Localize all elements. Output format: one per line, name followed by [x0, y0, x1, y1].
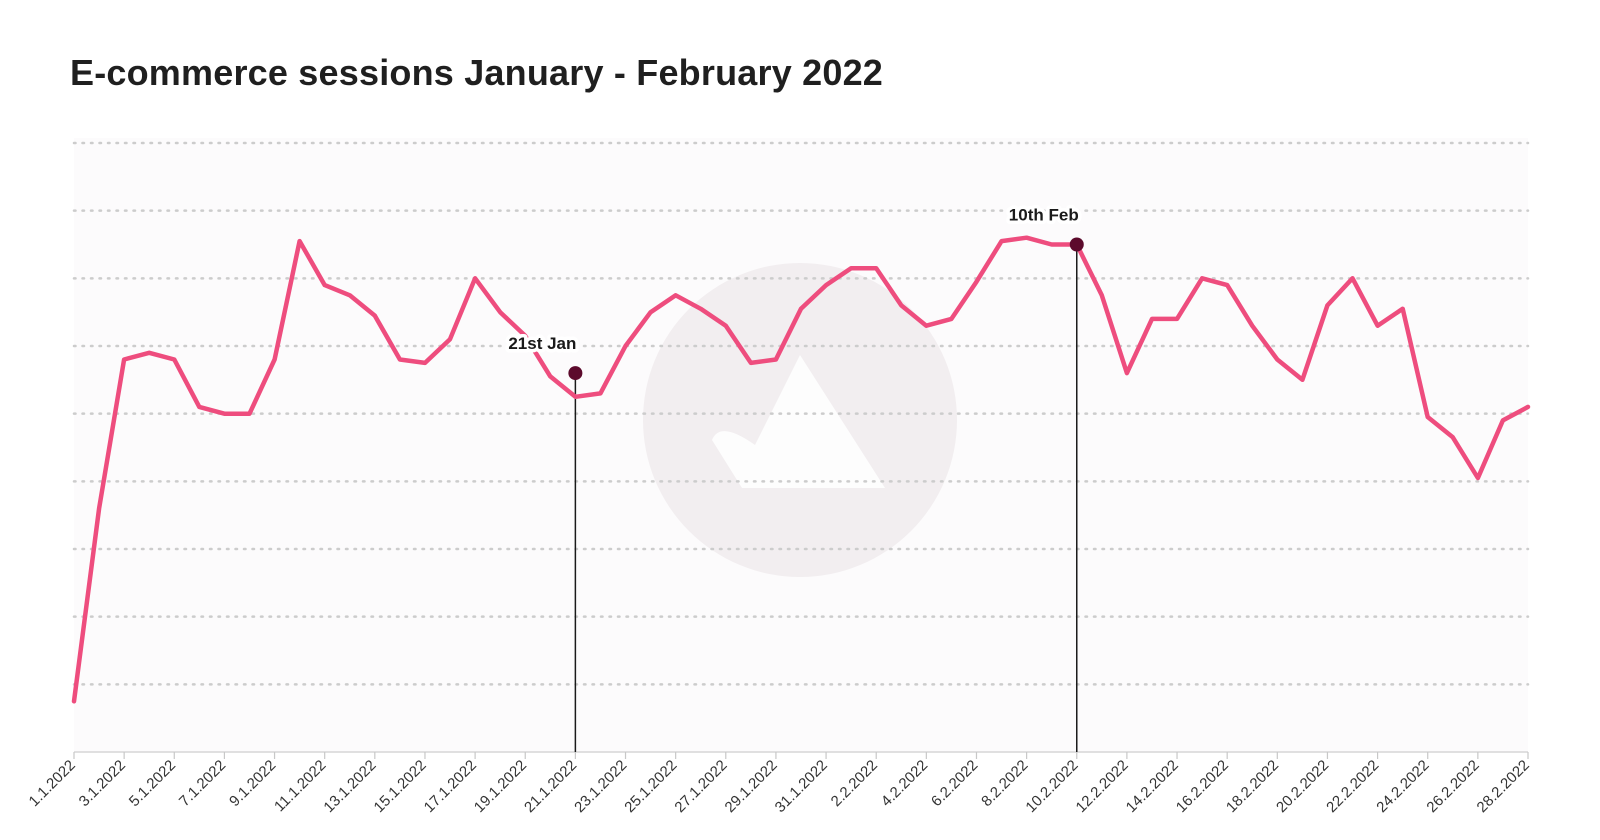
data-point [1149, 316, 1155, 322]
data-point [973, 279, 979, 285]
x-tick-label: 27.1.2022 [671, 757, 730, 816]
data-point [96, 505, 102, 511]
x-tick-label: 26.2.2022 [1423, 757, 1482, 816]
data-point [221, 411, 227, 417]
data-point [1375, 323, 1381, 329]
x-tick-label: 20.2.2022 [1273, 757, 1332, 816]
x-tick-label: 28.2.2022 [1474, 757, 1533, 816]
data-point [472, 275, 478, 281]
x-tick-label: 7.1.2022 [176, 757, 229, 810]
data-point [1475, 475, 1481, 481]
data-point [723, 323, 729, 329]
data-point [1024, 235, 1030, 241]
watermark-glyph [712, 355, 885, 488]
x-tick-label: 24.2.2022 [1373, 757, 1432, 816]
annotations [574, 244, 1078, 752]
watermark-logo-icon [643, 263, 957, 577]
x-tick-label: 6.2.2022 [928, 757, 981, 810]
data-point [146, 350, 152, 356]
annotation-label: 21st Jan [508, 334, 576, 353]
data-point [71, 698, 77, 704]
data-point [297, 238, 303, 244]
data-point [397, 357, 403, 363]
data-point [246, 411, 252, 417]
data-point [999, 238, 1005, 244]
data-point [1299, 377, 1305, 383]
data-point [1249, 323, 1255, 329]
x-tick-label: 10.2.2022 [1022, 757, 1081, 816]
data-point [773, 357, 779, 363]
annotation-label-halo: 21st Jan [508, 334, 576, 353]
data-point [673, 292, 679, 298]
data-point [347, 292, 353, 298]
data-point [1174, 316, 1180, 322]
data-point [422, 360, 428, 366]
annotation-marker [1069, 237, 1084, 252]
data-point [1124, 370, 1130, 376]
data-point [1224, 282, 1230, 288]
data-point [948, 316, 954, 322]
data-point [196, 404, 202, 410]
x-tick-label: 12.2.2022 [1073, 757, 1132, 816]
data-point [823, 282, 829, 288]
data-point [1274, 357, 1280, 363]
data-point [873, 265, 879, 271]
data-point [1500, 417, 1506, 423]
data-point [1450, 434, 1456, 440]
data-point [1425, 414, 1431, 420]
data-point [572, 394, 578, 400]
data-point [447, 336, 453, 342]
data-point [623, 343, 629, 349]
x-tick-label: 17.1.2022 [421, 757, 480, 816]
x-tick-label: 1.1.2022 [26, 757, 79, 810]
data-point [1400, 306, 1406, 312]
data-point [597, 390, 603, 396]
annotation-label: 10th Feb [1009, 206, 1079, 225]
data-point [898, 302, 904, 308]
data-point [1324, 302, 1330, 308]
x-tick-label: 15.1.2022 [371, 757, 430, 816]
data-point [497, 309, 503, 315]
data-point [748, 360, 754, 366]
x-tick-label: 3.1.2022 [76, 757, 129, 810]
x-tick-label: 21.1.2022 [521, 757, 580, 816]
sessions-line [71, 235, 1531, 704]
x-tick-label: 29.1.2022 [722, 757, 781, 816]
x-tick-label: 13.1.2022 [320, 757, 379, 816]
x-tick-label: 19.1.2022 [471, 757, 530, 816]
data-point [322, 282, 328, 288]
data-point [1099, 292, 1105, 298]
data-point [923, 323, 929, 329]
data-point [547, 373, 553, 379]
data-point [1350, 275, 1356, 281]
data-point [798, 306, 804, 312]
x-tick-label: 11.1.2022 [271, 757, 329, 815]
x-tick-label: 5.1.2022 [126, 757, 179, 810]
data-point [648, 309, 654, 315]
data-point [121, 357, 127, 363]
x-axis-ticks: 1.1.20223.1.20225.1.20227.1.20229.1.2022… [26, 752, 1533, 816]
x-tick-label: 4.2.2022 [878, 757, 931, 810]
x-tick-label: 18.2.2022 [1223, 757, 1282, 816]
x-tick-label: 31.1.2022 [772, 757, 831, 816]
data-point [848, 265, 854, 271]
x-tick-label: 25.1.2022 [621, 757, 680, 816]
data-point [272, 357, 278, 363]
x-tick-label: 22.2.2022 [1323, 757, 1382, 816]
data-point [372, 313, 378, 319]
x-tick-label: 16.2.2022 [1173, 757, 1232, 816]
data-point [698, 306, 704, 312]
data-point [1199, 275, 1205, 281]
annotation-label-halo: 10th Feb [1009, 206, 1079, 225]
data-point [171, 357, 177, 363]
chart-title: E-commerce sessions January - February 2… [70, 52, 884, 93]
x-tick-label: 23.1.2022 [571, 757, 630, 816]
data-point [1525, 404, 1531, 410]
x-tick-label: 2.2.2022 [828, 757, 881, 810]
annotation-marker [568, 366, 583, 381]
data-point [1049, 242, 1055, 248]
x-tick-label: 14.2.2022 [1123, 757, 1182, 816]
